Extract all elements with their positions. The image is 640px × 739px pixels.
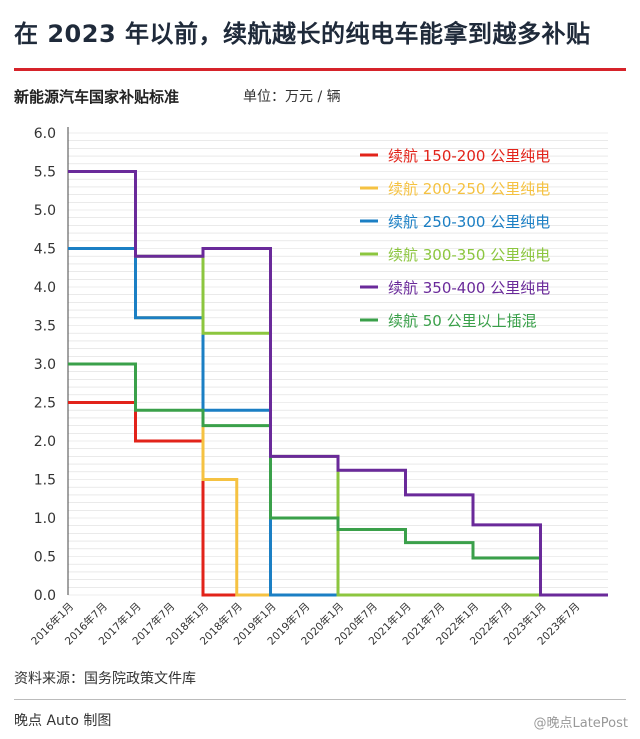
y-tick-label: 0.0	[34, 588, 56, 604]
legend-label: 续航 300-350 公里纯电	[388, 246, 550, 264]
source-note: 资料来源：国务院政策文件库	[14, 671, 196, 687]
y-tick-label: 0.5	[34, 550, 56, 566]
y-tick-label: 5.0	[34, 203, 56, 219]
y-tick-label: 3.5	[34, 319, 56, 335]
legend-label: 续航 50 公里以上插混	[388, 312, 537, 330]
y-tick-label: 6.0	[34, 126, 56, 142]
footer-rule	[14, 699, 626, 700]
y-tick-label: 4.0	[34, 280, 56, 296]
y-tick-label: 1.5	[34, 473, 56, 489]
series-line	[68, 247, 608, 597]
y-tick-label: 2.5	[34, 396, 56, 412]
corner-mark: @晚点LatePost	[533, 716, 628, 731]
legend-label: 续航 150-200 公里纯电	[388, 147, 550, 165]
legend-label: 续航 250-300 公里纯电	[388, 213, 550, 231]
legend-label: 续航 200-250 公里纯电	[388, 180, 550, 198]
title-rule	[14, 68, 626, 71]
legend-label: 续航 350-400 公里纯电	[388, 279, 550, 297]
chart-title: 在 2023 年以前，续航越长的纯电车能拿到越多补贴	[14, 20, 591, 48]
credit-note: 晚点 Auto 制图	[14, 713, 112, 729]
y-tick-label: 5.5	[34, 165, 56, 181]
series-line	[68, 170, 608, 597]
y-tick-label: 1.0	[34, 511, 56, 527]
chart-subtitle: 新能源汽车国家补贴标准	[14, 88, 180, 106]
unit-label: 单位：万元 / 辆	[243, 89, 341, 105]
y-tick-label: 3.0	[34, 357, 56, 373]
y-tick-label: 2.0	[34, 434, 56, 450]
series-line	[68, 170, 608, 597]
y-tick-label: 4.5	[34, 242, 56, 258]
series-line	[68, 362, 608, 597]
